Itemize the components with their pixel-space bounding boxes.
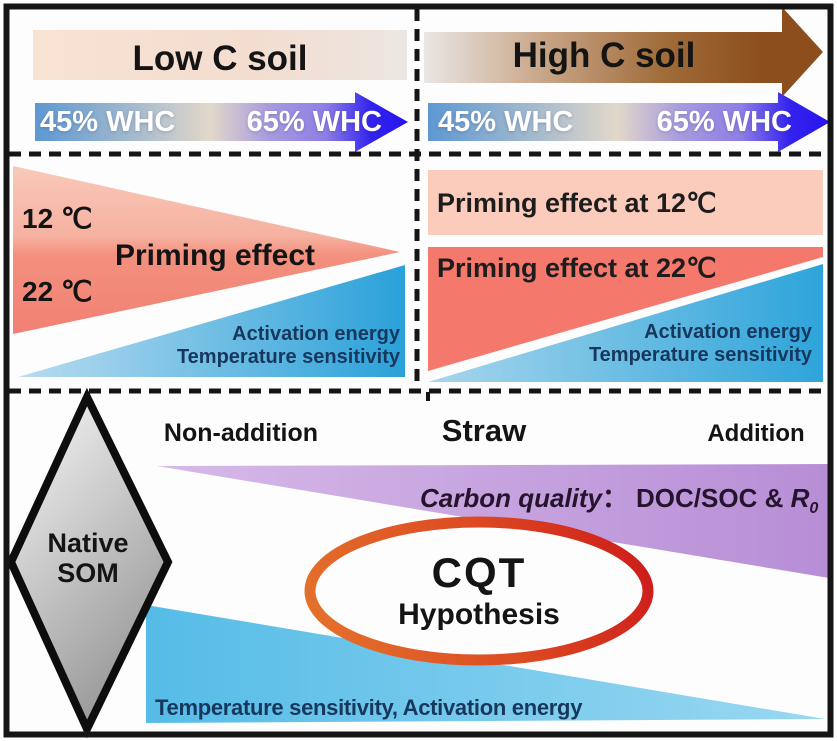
activation-energy-label-left: Activation energy Temperature sensitivit…	[140, 323, 400, 369]
addition-label: Addition	[707, 420, 805, 447]
carbon-quality-label: Carbon quality： DOC/SOC & R0	[420, 478, 819, 518]
priming-22-shape	[428, 247, 823, 371]
high-c-soil-label: High C soil	[512, 36, 696, 75]
carbon-quality-subscript: 0	[809, 499, 819, 518]
whc-65-label-right: 65% WHC	[656, 106, 792, 138]
temp-12c-label: 12 ℃	[22, 203, 93, 234]
native-som-line1: Native	[47, 528, 129, 558]
activation-energy-line: Activation energy	[232, 323, 400, 345]
temperature-sensitivity-line: Temperature sensitivity	[588, 344, 812, 366]
activation-energy-label-right: Activation energy Temperature sensitivit…	[552, 321, 812, 367]
activation-triangle-low-c	[18, 265, 405, 377]
cqt-title: CQT	[431, 549, 527, 596]
priming-effect-label: Priming effect	[114, 239, 316, 272]
carbon-quality-r-symbol: R	[790, 483, 810, 513]
priming-effect-12c-label: Priming effect at 12℃	[437, 188, 717, 218]
straw-label: Straw	[441, 413, 527, 448]
low-c-soil-label: Low C soil	[132, 39, 308, 78]
carbon-quality-title: Carbon quality	[420, 483, 603, 513]
carbon-quality-colon: ：	[602, 483, 629, 513]
cqt-subtitle: Hypothesis	[398, 598, 560, 631]
priming-triangle-low-c	[13, 166, 400, 334]
carbon-quality-value: DOC/SOC &	[636, 483, 791, 513]
low-c-soil-bar	[33, 30, 407, 80]
native-som-diamond	[6, 387, 173, 739]
figure-border	[3, 3, 834, 738]
whc-gradient-arrow-right	[428, 92, 830, 152]
native-som-label: Native SOM	[38, 528, 138, 588]
temperature-sensitivity-line: Temperature sensitivity	[176, 346, 400, 368]
whc-gradient-arrow-left	[35, 92, 408, 152]
temp-22c-label: 22 ℃	[22, 276, 93, 307]
high-c-soil-arrow	[424, 7, 823, 97]
native-som-line2: SOM	[57, 558, 119, 588]
activation-triangle-high-c	[428, 264, 823, 382]
cqt-ellipse-ring	[304, 516, 654, 666]
temp-sensitivity-activation-label: Temperature sensitivity, Activation ener…	[155, 695, 583, 720]
activation-energy-line: Activation energy	[644, 321, 812, 343]
non-addition-label: Non-addition	[163, 419, 319, 447]
whc-45-label-right: 45% WHC	[438, 106, 574, 138]
whc-65-label-left: 65% WHC	[246, 106, 382, 138]
priming-effect-22c-label: Priming effect at 22℃	[437, 253, 717, 283]
priming-12-bar	[428, 170, 823, 235]
whc-45-label-left: 45% WHC	[40, 106, 176, 138]
